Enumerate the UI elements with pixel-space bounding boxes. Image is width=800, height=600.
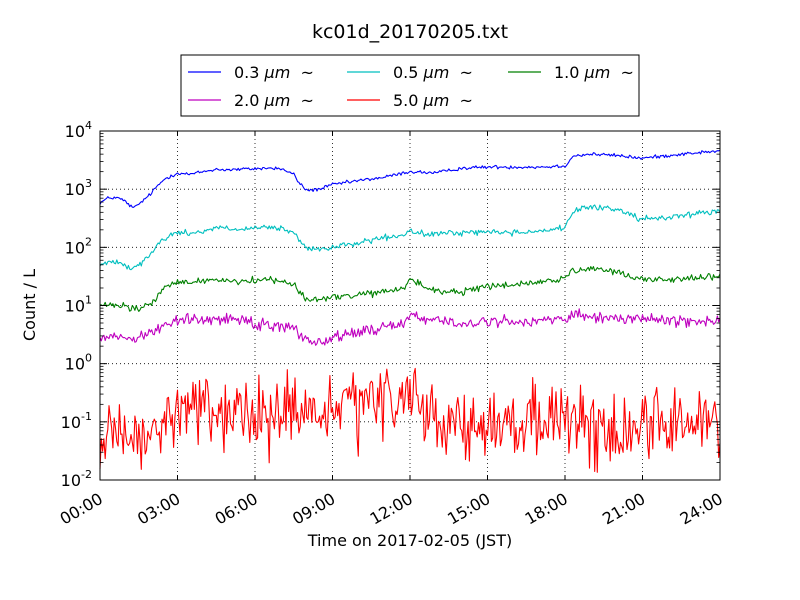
y-tick-label: 101 [65, 294, 92, 316]
y-tick-base: 10 [65, 180, 85, 199]
y-tick-exponent: 2 [85, 235, 92, 248]
y-tick-exponent: 0 [85, 352, 92, 365]
y-tick-base: 10 [61, 471, 81, 490]
legend-tilde: ~ [449, 91, 473, 110]
legend: 0.3 μm ~0.5 μm ~1.0 μm ~2.0 μm ~5.0 μm ~ [180, 54, 640, 117]
y-tick-exponent: 4 [85, 119, 92, 132]
legend-unit: μm [264, 63, 291, 82]
grid [100, 131, 720, 480]
y-tick-exponent: 1 [85, 294, 92, 307]
legend-size-value: 5.0 [393, 91, 424, 110]
legend-box [180, 54, 640, 117]
y-tick-label: 102 [65, 235, 92, 257]
y-tick-base: 10 [65, 238, 85, 257]
x-axis-label: Time on 2017-02-05 (JST) [307, 531, 512, 550]
y-tick-exponent: 3 [85, 177, 92, 190]
y-tick-label: 100 [65, 352, 92, 374]
y-tick-base: 10 [65, 297, 85, 316]
y-axis-label: Count / L [20, 269, 39, 341]
legend-label-3: 2.0 μm ~ [234, 91, 314, 110]
legend-unit: μm [584, 63, 611, 82]
y-tick-exponent: -1 [81, 410, 92, 423]
chart-title: kc01d_20170205.txt [312, 21, 508, 43]
legend-unit: μm [264, 91, 291, 110]
series-line-4 [99, 367, 721, 473]
legend-tilde: ~ [610, 63, 634, 82]
legend-size-value: 1.0 [554, 63, 585, 82]
legend-label-4: 5.0 μm ~ [393, 91, 473, 110]
legend-unit: μm [423, 91, 450, 110]
legend-tilde: ~ [290, 63, 314, 82]
y-tick-label: 104 [65, 119, 92, 141]
y-tick-base: 10 [65, 122, 85, 141]
legend-size-value: 0.5 [393, 63, 424, 82]
legend-tilde: ~ [290, 91, 314, 110]
y-tick-exponent: -2 [81, 468, 92, 481]
series-line-3 [99, 308, 721, 346]
legend-label-1: 0.5 μm ~ [393, 63, 473, 82]
legend-tilde: ~ [449, 63, 473, 82]
legend-label-0: 0.3 μm ~ [234, 63, 314, 82]
y-tick-label: 10-2 [61, 468, 92, 490]
series-lines [99, 149, 721, 473]
y-tick-base: 10 [65, 355, 85, 374]
y-tick-base: 10 [61, 413, 81, 432]
legend-unit: μm [423, 63, 450, 82]
y-tick-label: 10-1 [61, 410, 92, 432]
y-tick-label: 103 [65, 177, 92, 199]
legend-size-value: 2.0 [234, 91, 265, 110]
series-line-0 [99, 149, 721, 208]
series-line-2 [99, 266, 721, 312]
legend-label-2: 1.0 μm ~ [554, 63, 634, 82]
series-line-1 [99, 204, 721, 271]
legend-size-value: 0.3 [234, 63, 265, 82]
